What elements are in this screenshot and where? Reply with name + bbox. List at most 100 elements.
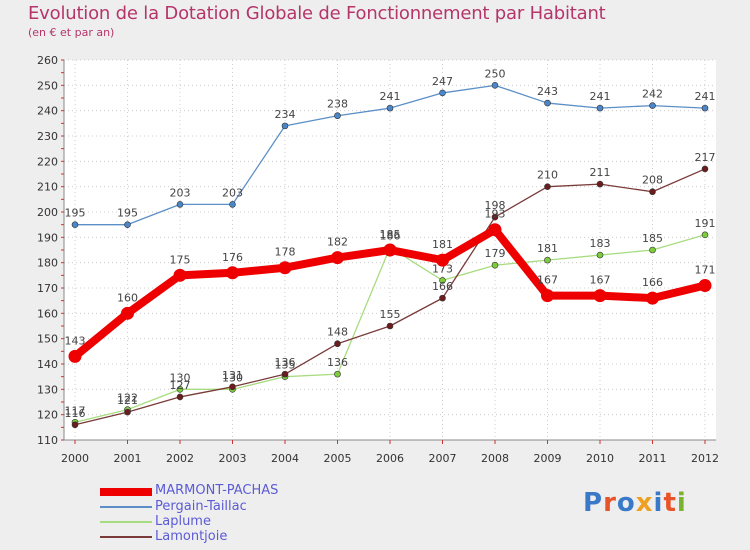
data-label-lamontjoie: 155 [380,308,401,321]
data-label-lamontjoie: 198 [485,199,506,212]
point-marmont-pachas [121,306,134,320]
point-pergain-taillac [649,102,656,109]
point-pergain-taillac [124,221,131,228]
x-tick-label: 2011 [639,452,667,465]
data-label-laplume: 135 [275,359,296,372]
data-label-marmont-pachas: 176 [222,251,243,264]
data-label-laplume: 191 [695,217,716,230]
x-tick-label: 2002 [166,452,194,465]
y-tick-label: 140 [37,358,58,371]
point-marmont-pachas [278,261,292,275]
data-label-laplume: 130 [222,371,243,384]
point-lamontjoie [439,294,446,302]
legend-item-lamontjoie: Lamontjoie [155,529,228,544]
data-label-marmont-pachas: 185 [380,228,401,241]
point-laplume [544,256,551,264]
point-laplume [491,261,499,269]
data-label-lamontjoie: 211 [590,166,611,179]
chart-subtitle: (en € et par an) [28,26,115,39]
point-lamontjoie [491,213,499,221]
data-label-pergain-taillac: 195 [117,207,138,220]
point-marmont-pachas [698,278,712,292]
data-label-laplume: 185 [642,232,663,245]
data-label-marmont-pachas: 181 [432,238,453,251]
data-label-lamontjoie: 136 [275,356,296,369]
data-label-pergain-taillac: 243 [537,85,558,98]
chart-title: Evolution de la Dotation Globale de Fonc… [28,3,606,24]
point-marmont-pachas [646,291,659,305]
point-marmont-pachas [331,251,344,265]
x-tick-label: 2001 [114,452,142,465]
y-tick-label: 150 [37,333,58,346]
data-label-lamontjoie: 210 [537,169,558,182]
data-label-marmont-pachas: 182 [327,236,348,249]
point-lamontjoie [124,408,131,416]
data-label-marmont-pachas: 178 [275,246,296,259]
point-marmont-pachas [541,289,554,303]
point-lamontjoie [386,322,394,330]
legend-item-marmont: MARMONT-PACHAS [155,483,279,498]
x-tick-label: 2006 [376,452,404,465]
data-label-pergain-taillac: 241 [695,90,716,103]
point-laplume [649,246,656,254]
point-pergain-taillac [71,221,79,228]
point-lamontjoie [281,370,289,378]
logo-letter: P [583,488,604,518]
data-label-laplume: 181 [537,242,558,255]
data-label-lamontjoie: 121 [117,394,138,407]
logo-letter: t [663,488,677,518]
x-tick-label: 2005 [324,452,352,465]
x-tick-label: 2000 [61,452,89,465]
data-label-marmont-pachas: 171 [695,263,716,276]
y-tick-label: 110 [37,434,58,447]
point-lamontjoie [176,393,184,401]
y-tick-label: 190 [37,231,58,244]
x-tick-label: 2009 [534,452,562,465]
point-pergain-taillac [491,82,499,89]
data-label-marmont-pachas: 143 [65,334,86,347]
data-label-pergain-taillac: 203 [222,186,243,199]
y-tick-label: 230 [37,130,58,143]
y-tick-label: 120 [37,409,58,422]
data-label-lamontjoie: 131 [222,369,243,382]
data-label-laplume: 117 [65,404,86,417]
point-pergain-taillac [439,89,446,97]
point-pergain-taillac [386,104,394,112]
point-laplume [439,277,446,284]
logo-letter: i [653,488,664,518]
point-laplume [701,231,709,239]
point-pergain-taillac [544,99,551,107]
point-pergain-taillac [334,112,341,120]
data-label-laplume: 183 [590,237,611,250]
data-label-laplume: 122 [117,392,138,405]
data-label-laplume: 173 [432,262,453,275]
data-label-laplume: 136 [327,356,348,369]
point-pergain-taillac [281,122,289,130]
y-tick-label: 220 [37,155,58,168]
data-label-pergain-taillac: 203 [170,186,191,199]
logo-letter: x [635,488,654,518]
logo-letter: r [603,488,617,518]
point-lamontjoie [229,383,236,391]
data-label-marmont-pachas: 175 [170,253,191,266]
point-lamontjoie [544,183,551,190]
data-label-pergain-taillac: 241 [380,90,401,103]
data-label-marmont-pachas: 167 [537,274,558,287]
data-label-lamontjoie: 148 [327,326,348,339]
x-tick-label: 2007 [429,452,457,465]
legend-item-laplume: Laplume [155,514,211,529]
data-label-lamontjoie: 116 [65,407,86,420]
point-lamontjoie [596,180,604,188]
point-laplume [334,370,341,378]
point-laplume [176,386,184,393]
data-label-laplume: 130 [170,371,191,384]
data-label-marmont-pachas: 167 [590,274,611,287]
point-pergain-taillac [176,201,184,208]
x-tick-label: 2004 [271,452,299,465]
data-label-marmont-pachas: 160 [117,291,138,304]
y-tick-label: 210 [37,181,58,194]
point-marmont-pachas [173,268,187,282]
data-label-pergain-taillac: 195 [65,207,86,220]
point-marmont-pachas [436,253,449,267]
